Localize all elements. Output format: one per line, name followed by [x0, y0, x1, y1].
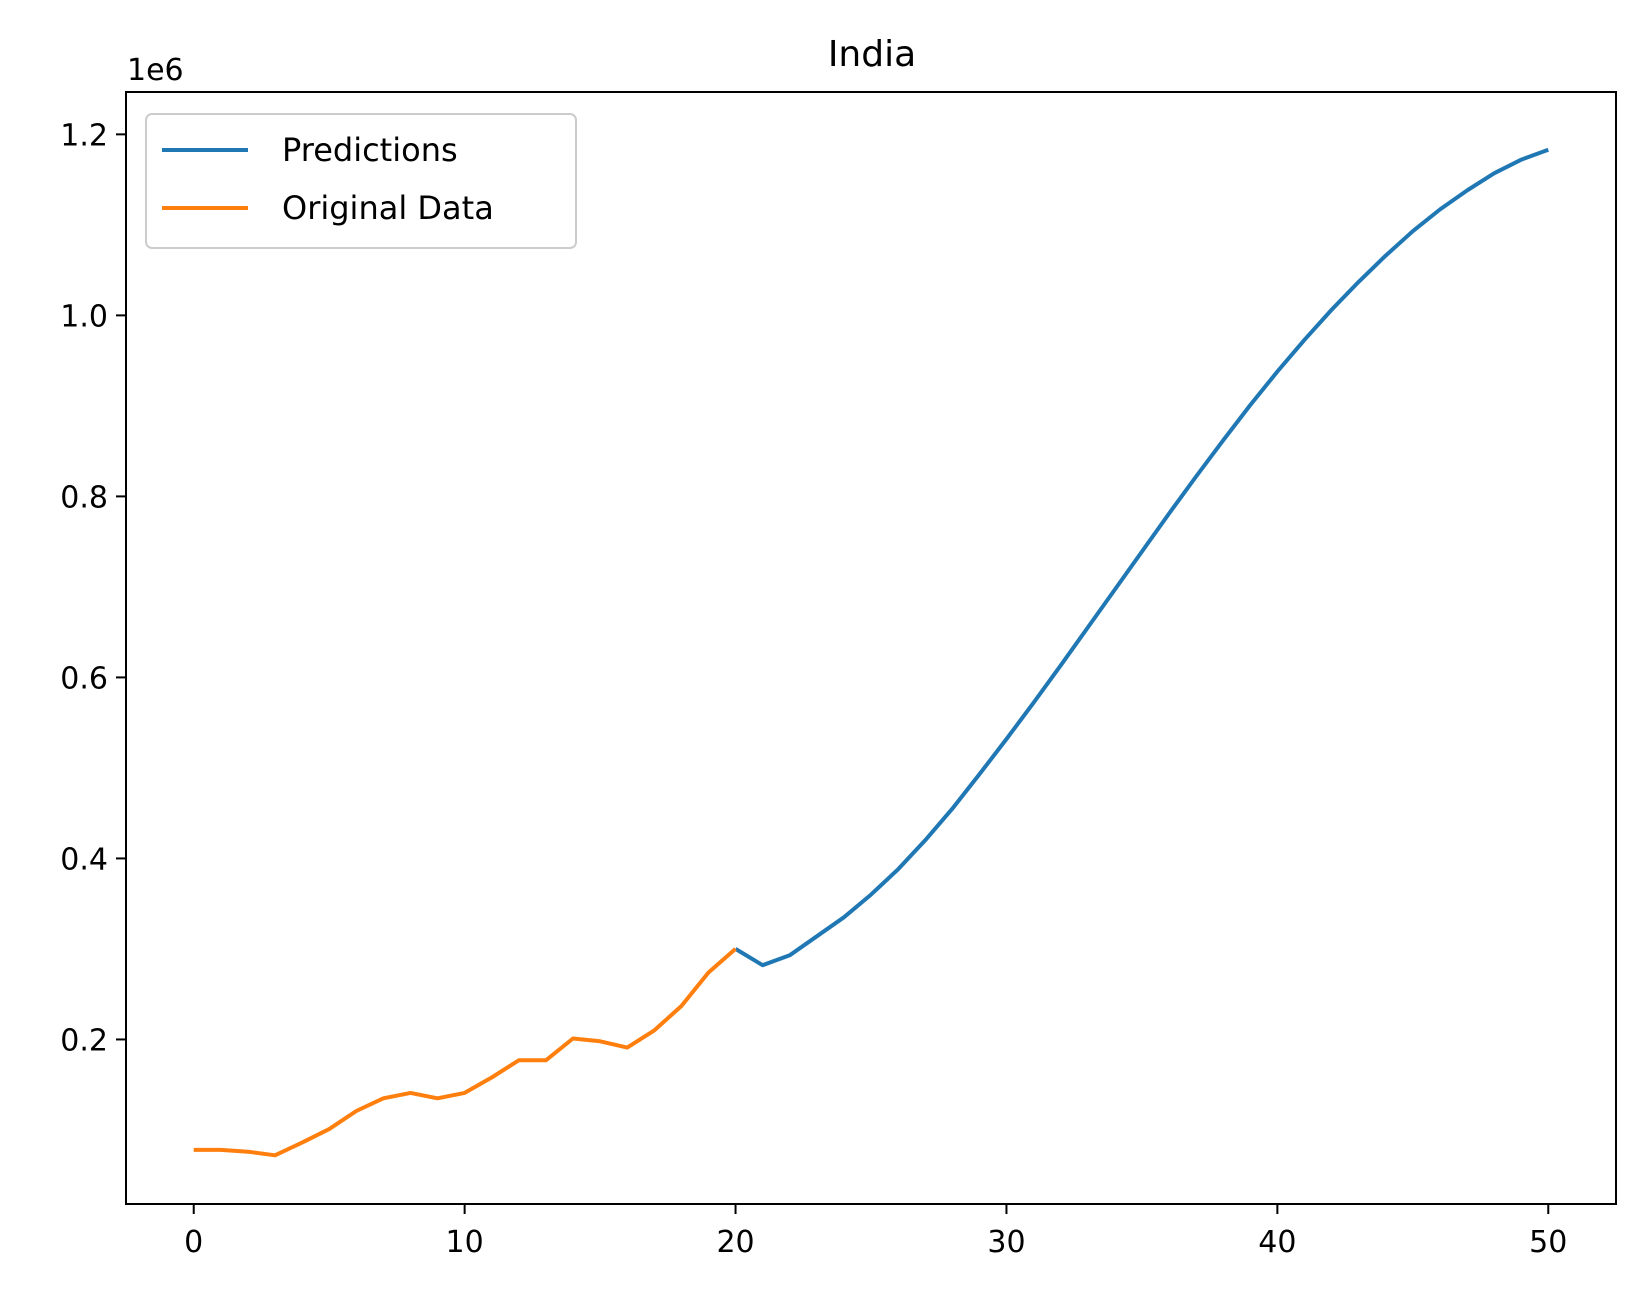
series-line-predictions [734, 147, 1549, 968]
chart-title: India [828, 34, 916, 75]
plot-area-frame [125, 91, 1617, 1205]
y-axis-offset-label: 1e6 [127, 53, 184, 88]
x-tick-label: 50 [1529, 1225, 1567, 1260]
y-tick-label: 0.8 [60, 480, 108, 515]
y-tick-label: 0.6 [60, 661, 108, 696]
y-tick-label: 0.4 [60, 842, 108, 877]
x-tick-label: 40 [1258, 1225, 1296, 1260]
y-axis: 0.2 0.4 0.6 0.8 1.0 1.2 [60, 118, 126, 1058]
x-tick-label: 20 [716, 1225, 754, 1260]
x-tick-label: 0 [184, 1225, 203, 1260]
legend: Predictions Original Data [145, 113, 577, 249]
x-axis: 0 10 20 30 40 50 [184, 1204, 1567, 1260]
series-layer [193, 147, 1549, 1158]
x-tick-label: 10 [446, 1225, 484, 1260]
legend-label-original-data: Original Data [282, 189, 494, 227]
y-tick-label: 1.0 [60, 299, 108, 334]
legend-box [145, 113, 577, 249]
y-tick-label: 0.2 [60, 1023, 108, 1058]
legend-label-predictions: Predictions [282, 131, 458, 169]
x-tick-label: 30 [987, 1225, 1025, 1260]
series-line-original-data [193, 947, 737, 1158]
y-tick-label: 1.2 [60, 118, 108, 153]
